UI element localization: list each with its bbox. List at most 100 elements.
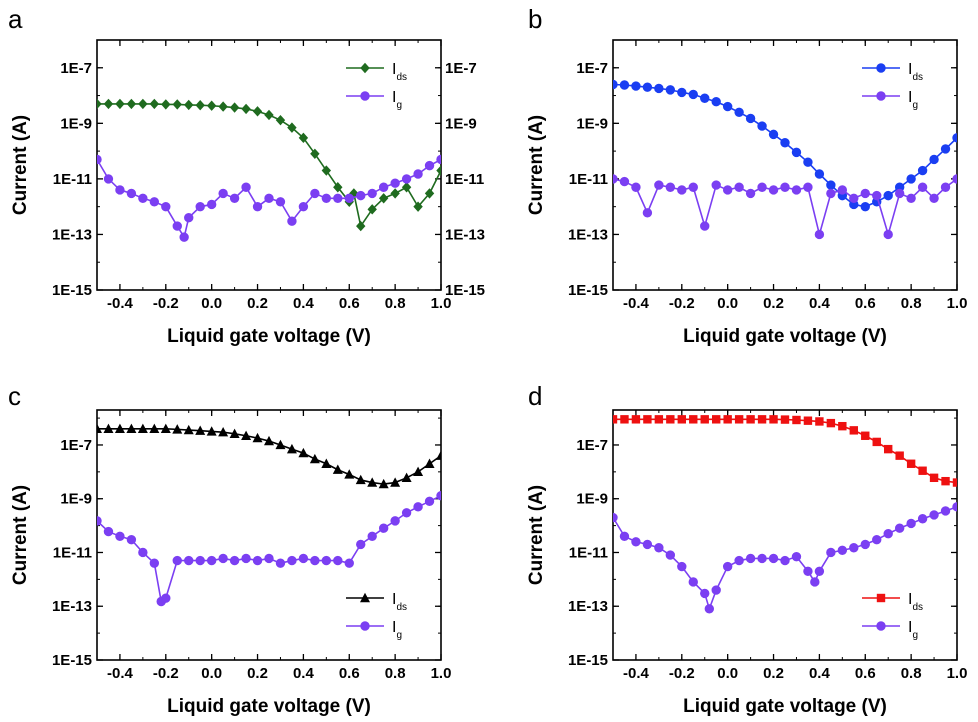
right-y-tick-label: 1E-15 — [445, 282, 485, 299]
data-point-ds — [917, 165, 928, 176]
data-point-g — [849, 543, 859, 553]
data-point-ds — [745, 113, 756, 124]
data-point-g — [161, 593, 171, 603]
data-point-g — [103, 526, 114, 537]
x-tick-label: 1.0 — [947, 295, 968, 312]
data-point-ds — [206, 100, 217, 111]
data-point-ds — [872, 437, 881, 447]
data-point-ds — [791, 147, 802, 158]
series-g — [97, 154, 441, 242]
data-point-g — [665, 550, 676, 560]
x-tick-label: 0.0 — [717, 665, 738, 682]
data-point-ds — [620, 415, 629, 424]
data-point-g — [613, 512, 618, 523]
legend-marker-g — [360, 621, 370, 631]
data-point-ds — [619, 80, 630, 90]
data-point-g — [768, 553, 779, 564]
y-tick-label: 1E-9 — [576, 115, 608, 132]
y-tick-label: 1E-13 — [568, 598, 608, 615]
legend-label-main: I — [392, 591, 396, 608]
x-tick-label: 0.8 — [901, 665, 922, 682]
data-point-g — [310, 188, 320, 199]
data-point-g — [688, 577, 698, 587]
data-point-ds — [367, 477, 378, 487]
data-point-g — [929, 510, 939, 520]
legend-label-g: Ig — [392, 619, 402, 641]
data-point-ds — [860, 201, 870, 212]
data-point-g — [184, 213, 194, 223]
plot-frame — [96, 409, 442, 661]
data-point-ds — [183, 424, 194, 435]
legend-label-ds: Ids — [392, 591, 407, 613]
data-point-ds — [218, 426, 229, 437]
data-point-g — [195, 201, 205, 212]
y-tick-label: 1E-9 — [60, 115, 92, 132]
legend-marker-ds — [360, 592, 370, 603]
data-point-g — [654, 543, 664, 553]
x-tick-label: 0.8 — [385, 295, 406, 312]
data-point-ds — [275, 439, 286, 450]
y-axis-title: Current (A) — [526, 115, 547, 215]
data-point-ds — [436, 450, 441, 460]
y-tick-label: 1E-11 — [53, 544, 92, 561]
data-point-ds — [746, 415, 755, 424]
data-point-ds — [631, 415, 641, 424]
x-tick-label: 0.2 — [247, 295, 268, 312]
data-point-ds — [768, 129, 779, 140]
data-point-ds — [792, 415, 801, 425]
data-point-ds — [929, 154, 939, 165]
data-point-g — [126, 188, 137, 199]
data-point-ds — [723, 415, 732, 424]
legend-label-g: Ig — [908, 619, 918, 641]
data-point-g — [837, 545, 848, 556]
y-tick-label: 1E-9 — [576, 491, 608, 508]
data-point-ds — [333, 182, 343, 193]
data-point-g — [264, 193, 274, 204]
x-tick-label: 0.2 — [247, 665, 268, 682]
legend-marker-ds — [876, 63, 886, 73]
data-point-g — [356, 539, 366, 550]
y-tick-label: 1E-15 — [52, 282, 92, 299]
data-point-ds — [757, 121, 767, 131]
series-ds — [97, 98, 441, 232]
x-tick-label: 0.6 — [339, 295, 360, 312]
data-point-g — [229, 555, 240, 566]
data-point-ds — [195, 99, 205, 111]
right-y-tick-label: 1E-13 — [445, 226, 485, 243]
legend-label-main: I — [908, 89, 912, 106]
data-point-ds — [700, 93, 710, 103]
data-point-ds — [103, 423, 114, 433]
legend-label-ds: Ids — [908, 61, 923, 83]
data-point-ds — [424, 188, 435, 199]
legend-marker-g — [360, 91, 370, 101]
plot-frame — [96, 39, 442, 291]
x-axis-title: Liquid gate voltage (V) — [683, 696, 887, 717]
data-point-ds — [172, 424, 183, 434]
series-line-ds — [97, 103, 441, 229]
data-point-g — [206, 199, 217, 210]
data-point-g — [252, 555, 263, 566]
data-point-g — [264, 553, 274, 564]
data-point-g — [172, 555, 182, 566]
data-point-ds — [264, 109, 274, 121]
data-point-g — [814, 566, 825, 576]
data-point-g — [722, 561, 733, 572]
x-tick-label: 1.0 — [431, 295, 452, 312]
data-point-ds — [149, 423, 160, 433]
data-point-g — [115, 185, 125, 195]
data-point-g — [837, 185, 848, 195]
data-point-g — [810, 577, 820, 587]
legend: Ids Ig — [346, 591, 407, 641]
data-point-g — [826, 188, 836, 199]
data-point-g — [665, 182, 676, 192]
data-point-ds — [401, 182, 412, 193]
plot-area — [613, 415, 957, 614]
x-tick-label: -0.4 — [107, 295, 134, 312]
data-point-g — [390, 516, 400, 526]
data-point-g — [734, 555, 744, 566]
data-point-g — [952, 502, 957, 512]
data-point-ds — [814, 169, 825, 179]
data-point-ds — [378, 478, 389, 489]
